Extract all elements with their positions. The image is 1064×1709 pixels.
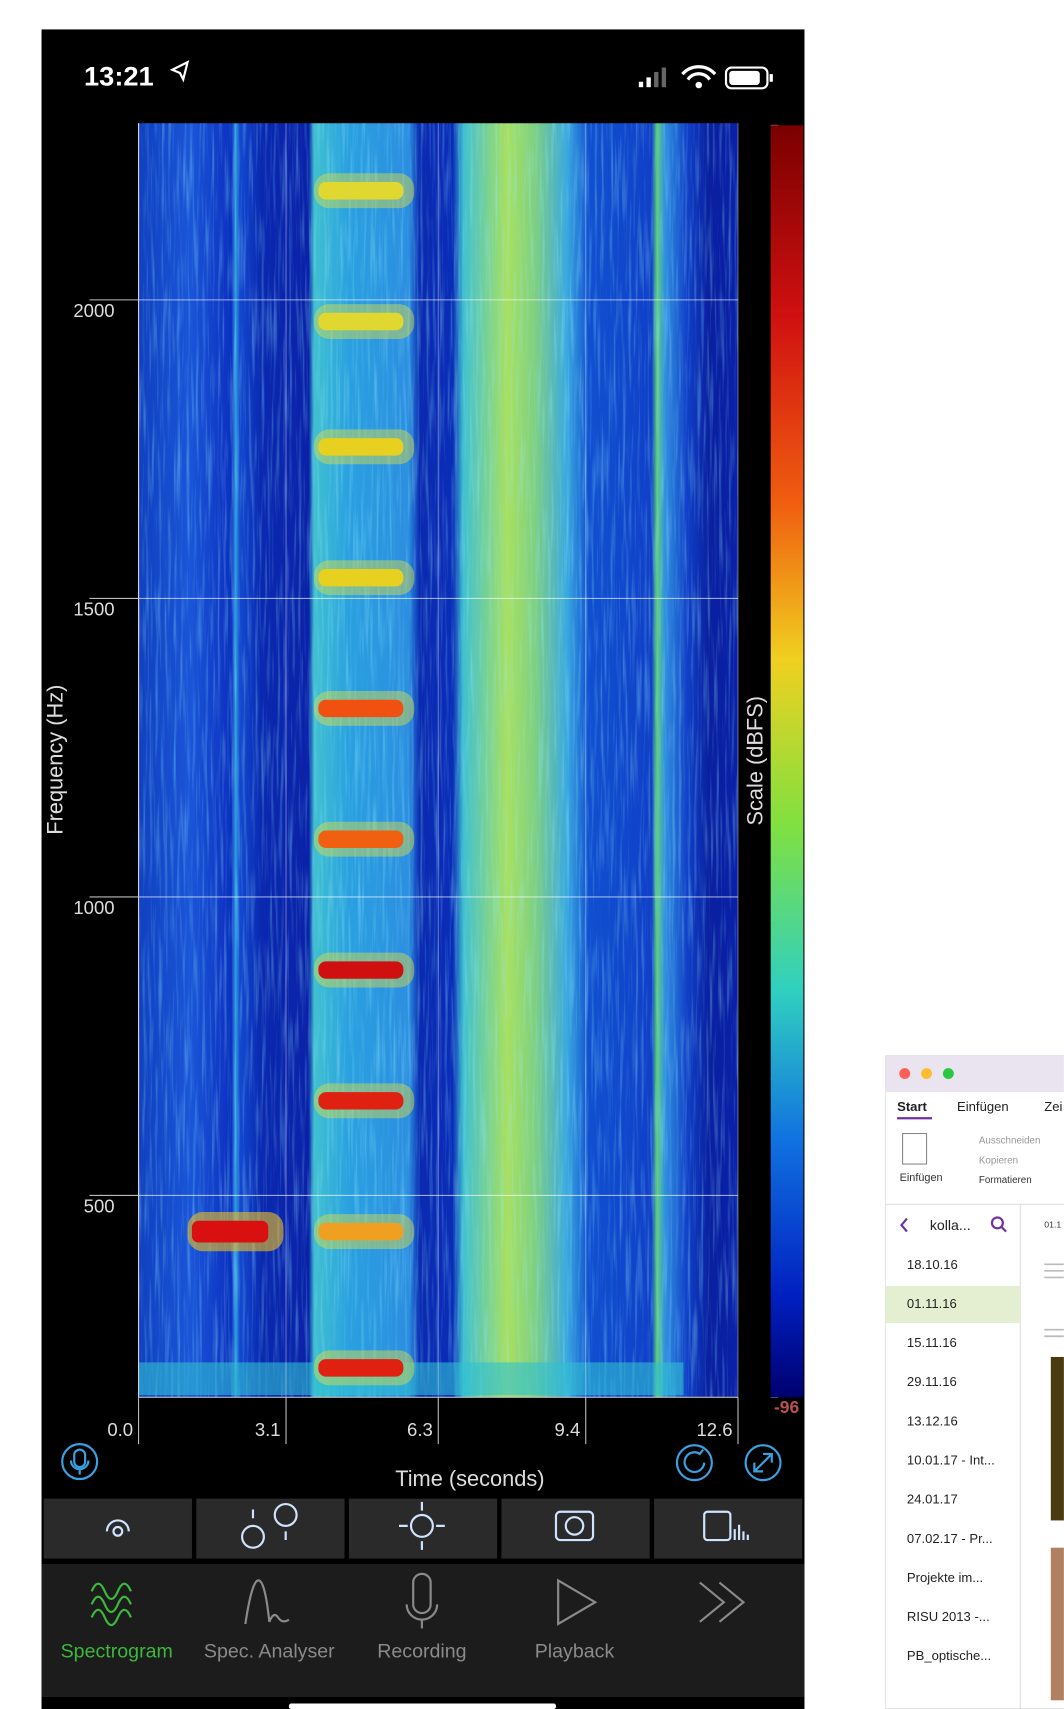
harmonic-band xyxy=(318,313,403,330)
x-tick-label: 0.0 xyxy=(107,1419,133,1440)
harmonic-band xyxy=(318,569,403,586)
page-title: 01.1 xyxy=(1044,1219,1061,1229)
harmonic-band xyxy=(318,961,403,978)
harmonic-band xyxy=(318,700,403,717)
tone-band xyxy=(192,1221,268,1243)
y-tick-label: 1000 xyxy=(73,897,114,918)
page-item[interactable]: 10.01.17 - Int... xyxy=(907,1452,995,1467)
ribbon-tab[interactable]: Zei xyxy=(1044,1099,1062,1114)
ribbon-tab[interactable]: Start xyxy=(897,1099,927,1114)
harmonic-band xyxy=(318,1359,403,1376)
status-icons-part xyxy=(729,71,760,85)
x-axis-label: Time (seconds) xyxy=(395,1466,544,1491)
ribbon-tab[interactable]: Einfügen xyxy=(957,1099,1009,1114)
y-tick-label: 1500 xyxy=(73,598,114,619)
harmonic-band xyxy=(318,1092,403,1109)
colorbar xyxy=(771,125,804,1397)
format-button[interactable]: Formatieren xyxy=(979,1175,1032,1186)
status-icons-part xyxy=(695,82,702,89)
paste-button[interactable]: Einfügen xyxy=(900,1172,943,1184)
status-icons-part xyxy=(654,72,658,87)
page-item[interactable]: 18.10.16 xyxy=(907,1257,958,1272)
toolbar xyxy=(44,1499,803,1559)
page: 13:21 5001000150020000.03.16.39.412.60-1… xyxy=(0,0,1064,1709)
status-icons-part xyxy=(646,77,650,87)
tab-bar xyxy=(42,1564,805,1697)
page-item[interactable]: PB_optische... xyxy=(907,1648,991,1663)
onenote-window-part xyxy=(899,1068,910,1079)
colorbar-label: Scale (dBFS) xyxy=(742,696,767,826)
page-item[interactable]: 01.11.16 xyxy=(907,1296,957,1311)
home-indicator xyxy=(289,1704,556,1709)
page-item[interactable]: 15.11.16 xyxy=(907,1335,957,1350)
status-icons-part xyxy=(639,82,643,87)
harmonic-band xyxy=(318,438,403,455)
page-item[interactable]: 07.02.17 - Pr... xyxy=(907,1531,993,1546)
y-axis-label: Frequency (Hz) xyxy=(43,685,68,835)
page-item[interactable]: 13.12.16 xyxy=(907,1413,958,1428)
onenote-window: Start Einfügen Zei Einfügen Ausschneiden K… xyxy=(885,1055,1064,1709)
onenote-window-part xyxy=(1051,1357,1064,1520)
tab-label: Spec. Analyser xyxy=(204,1641,335,1663)
onenote-window-part xyxy=(885,1055,1064,1092)
clock: 13:21 xyxy=(84,61,154,92)
toolbar-button[interactable] xyxy=(196,1499,344,1559)
harmonic-band xyxy=(318,182,403,199)
toolbar-button[interactable] xyxy=(654,1499,802,1559)
status-icons-part xyxy=(770,74,773,82)
tab-label: Spectrogram xyxy=(61,1641,173,1663)
toolbar-button[interactable] xyxy=(44,1499,192,1559)
onenote-window-part xyxy=(921,1068,932,1079)
toolbar-button[interactable] xyxy=(501,1499,649,1559)
status-icons-part xyxy=(662,68,666,88)
y-tick-label: 500 xyxy=(84,1195,115,1216)
x-tick-label: 3.1 xyxy=(255,1419,281,1440)
page-item[interactable]: Projekte im... xyxy=(907,1570,983,1585)
onenote-window-part xyxy=(1051,1548,1064,1701)
onenote-window-part xyxy=(943,1068,954,1079)
x-tick-label: 6.3 xyxy=(407,1419,433,1440)
tab-label: Recording xyxy=(377,1641,466,1663)
x-tick-label: 12.6 xyxy=(696,1419,732,1440)
page-item[interactable]: RISU 2013 -... xyxy=(907,1609,990,1624)
harmonic-band xyxy=(318,831,403,848)
copy-button[interactable]: Kopieren xyxy=(979,1155,1018,1166)
x-tick-label: 9.4 xyxy=(555,1419,581,1440)
cut-button[interactable]: Ausschneiden xyxy=(979,1136,1041,1147)
y-tick-label: 2000 xyxy=(73,300,114,321)
colorbar-tick-label: -96 xyxy=(774,1397,799,1417)
notebook-name[interactable]: kolla... xyxy=(930,1218,971,1234)
screenshot: 13:21 5001000150020000.03.16.39.412.60-1… xyxy=(0,0,1064,1709)
tab-label: Playback xyxy=(535,1641,615,1663)
page-item[interactable]: 29.11.16 xyxy=(907,1374,957,1389)
harmonic-band xyxy=(318,1223,403,1240)
page-item[interactable]: 24.01.17 xyxy=(907,1492,958,1507)
